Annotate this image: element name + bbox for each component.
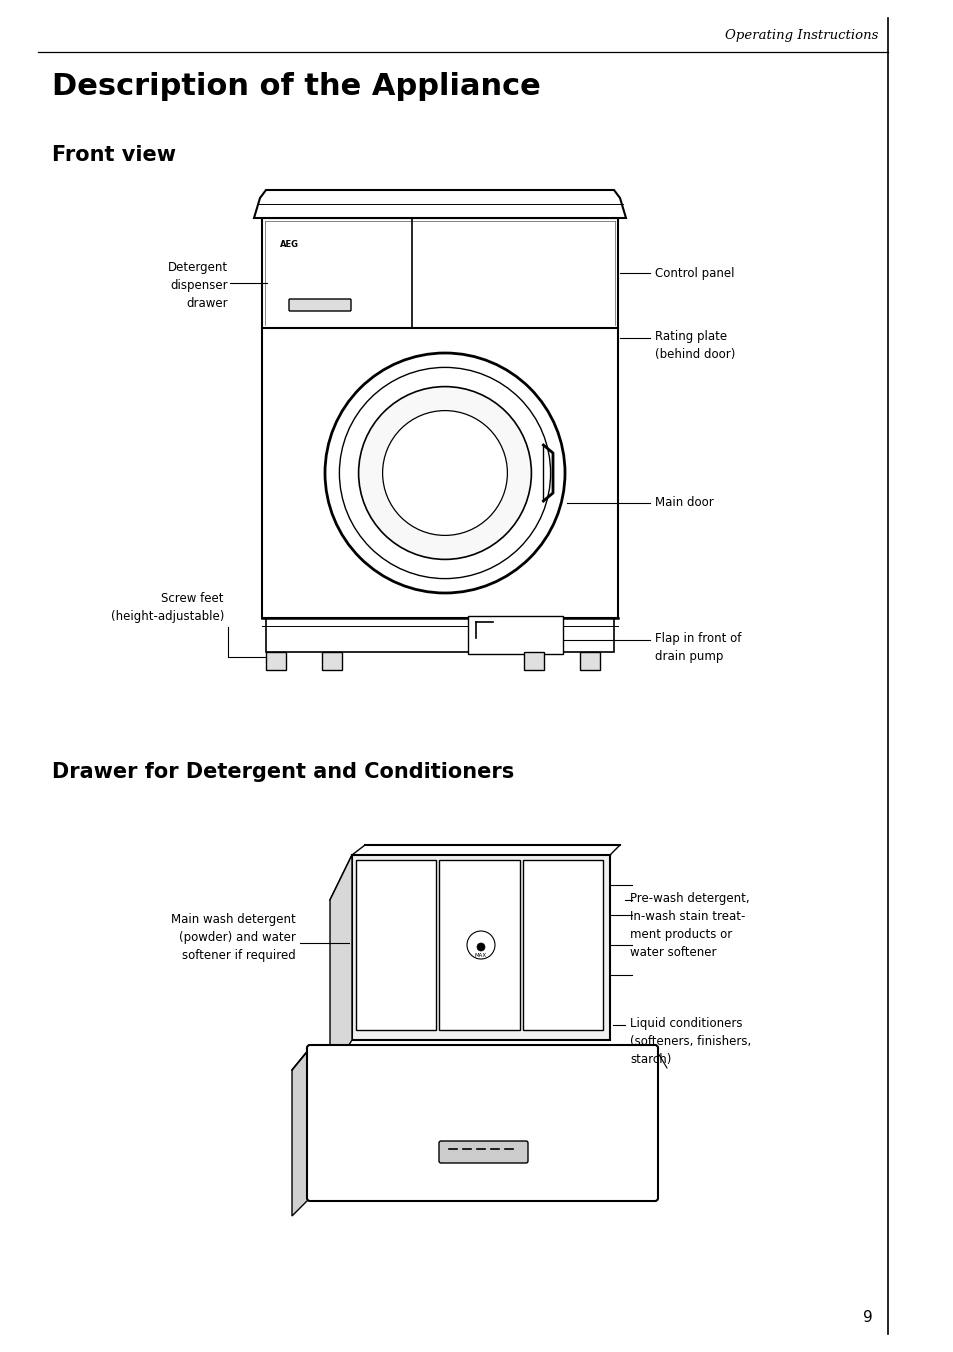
Text: Flap in front of
drain pump: Flap in front of drain pump — [655, 631, 740, 662]
Text: Front view: Front view — [52, 145, 175, 165]
Text: Pre-wash detergent,
In-wash stain treat-
ment products or
water softener: Pre-wash detergent, In-wash stain treat-… — [629, 892, 749, 959]
FancyBboxPatch shape — [438, 1141, 527, 1163]
Text: Description of the Appliance: Description of the Appliance — [52, 72, 540, 101]
Text: 9: 9 — [862, 1310, 872, 1325]
Polygon shape — [330, 854, 352, 1075]
Bar — [468, 617, 563, 654]
Bar — [266, 618, 614, 652]
Circle shape — [476, 942, 484, 950]
Text: Rating plate
(behind door): Rating plate (behind door) — [655, 330, 735, 361]
Text: Screw feet
(height-adjustable): Screw feet (height-adjustable) — [111, 592, 224, 623]
Text: Main door: Main door — [655, 496, 713, 510]
Bar — [352, 854, 609, 1040]
Text: Drawer for Detergent and Conditioners: Drawer for Detergent and Conditioners — [52, 763, 514, 781]
Bar — [262, 218, 618, 618]
Bar — [322, 652, 341, 671]
Bar — [355, 860, 436, 1030]
Text: Main wash detergent
(powder) and water
softener if required: Main wash detergent (powder) and water s… — [172, 913, 295, 961]
Text: Control panel: Control panel — [655, 266, 734, 280]
Circle shape — [467, 932, 495, 959]
Text: Operating Instructions: Operating Instructions — [724, 28, 877, 42]
Polygon shape — [253, 191, 625, 218]
Polygon shape — [292, 1048, 310, 1215]
FancyBboxPatch shape — [289, 299, 351, 311]
FancyBboxPatch shape — [307, 1045, 658, 1201]
Bar — [522, 860, 602, 1030]
Circle shape — [339, 368, 550, 579]
Bar — [523, 652, 543, 671]
Circle shape — [358, 387, 531, 560]
Text: Detergent
dispenser
drawer: Detergent dispenser drawer — [168, 261, 228, 310]
Circle shape — [382, 411, 507, 535]
Bar — [579, 652, 599, 671]
Circle shape — [325, 353, 564, 594]
Text: MAX: MAX — [475, 953, 487, 959]
Bar — [266, 652, 286, 671]
Text: AEG: AEG — [280, 241, 298, 249]
Text: Liquid conditioners
(softeners, finishers,
starch): Liquid conditioners (softeners, finisher… — [629, 1017, 750, 1065]
Bar — [439, 860, 519, 1030]
